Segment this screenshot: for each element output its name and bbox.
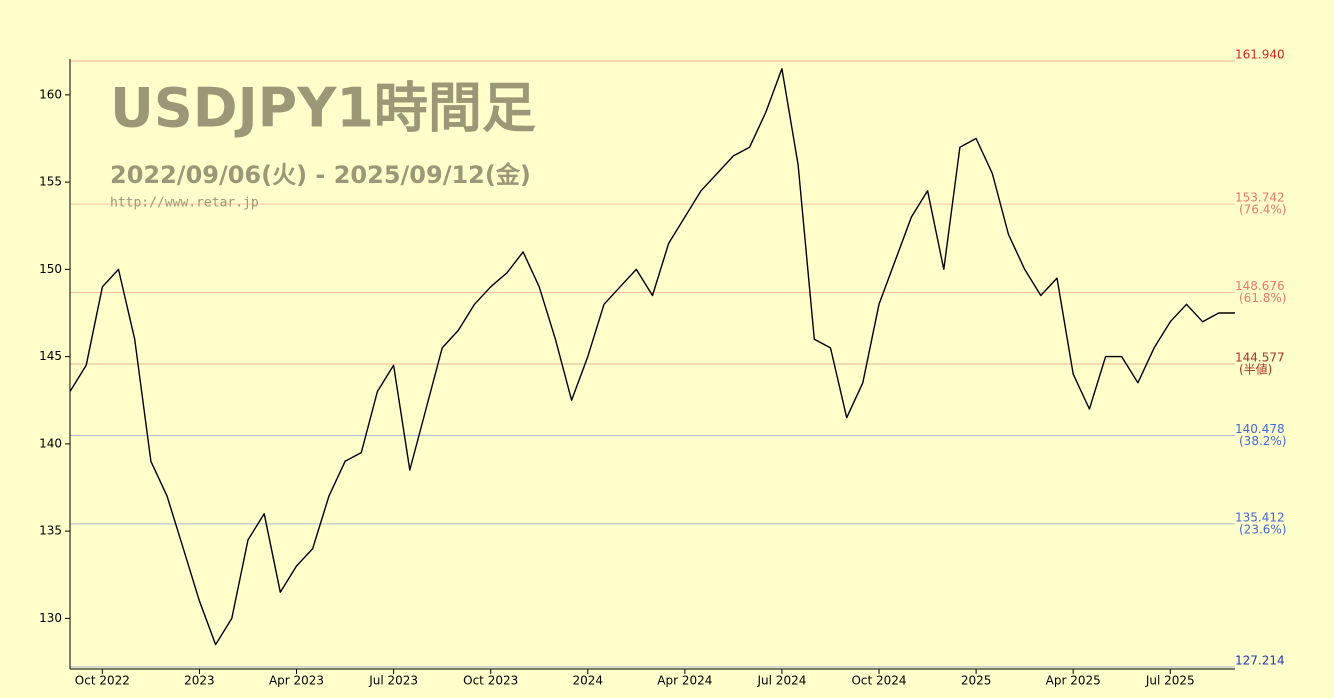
y-tick-label: 155 [39, 175, 62, 189]
y-tick-label: 150 [39, 262, 62, 276]
x-tick-label: 2024 [573, 674, 604, 688]
x-tick-label: Oct 2023 [463, 674, 518, 688]
level-label: 148.676 [1235, 279, 1285, 293]
level-note: (61.8%) [1239, 291, 1286, 305]
x-tick-label: Apr 2024 [657, 674, 712, 688]
x-tick-label: 2025 [961, 674, 992, 688]
x-tick-label: 2023 [184, 674, 215, 688]
price-line [69, 68, 1235, 646]
level-label: 140.478 [1235, 422, 1285, 436]
x-tick-label: Apr 2023 [269, 674, 324, 688]
y-tick-label: 160 [39, 87, 62, 101]
chart-subtitle: 2022/09/06(火) - 2025/09/12(金) [110, 161, 531, 189]
level-note: (38.2%) [1239, 434, 1286, 448]
y-tick-label: 130 [39, 611, 62, 625]
y-tick-label: 135 [39, 524, 62, 538]
level-label: 127.214 [1235, 654, 1285, 668]
level-label: 161.940 [1235, 48, 1285, 62]
y-tick-label: 145 [39, 349, 62, 363]
source-url: http://www.retar.jp [110, 196, 259, 211]
x-tick-label: Apr 2025 [1046, 674, 1101, 688]
y-tick-label: 140 [39, 436, 62, 450]
x-tick-label: Oct 2022 [75, 674, 130, 688]
x-tick-label: Jul 2025 [1145, 674, 1195, 688]
level-label: 135.412 [1235, 510, 1285, 524]
level-note: (76.4%) [1239, 203, 1286, 217]
level-label: 144.577 [1235, 351, 1285, 365]
chart-title: USDJPY1時間足 [110, 77, 536, 140]
x-tick-label: Jul 2024 [757, 674, 807, 688]
level-note: (半値) [1239, 362, 1272, 377]
x-tick-label: Jul 2023 [368, 674, 418, 688]
level-note: (23.6%) [1239, 522, 1286, 536]
level-label: 153.742 [1235, 191, 1285, 205]
x-tick-label: Oct 2024 [851, 674, 906, 688]
